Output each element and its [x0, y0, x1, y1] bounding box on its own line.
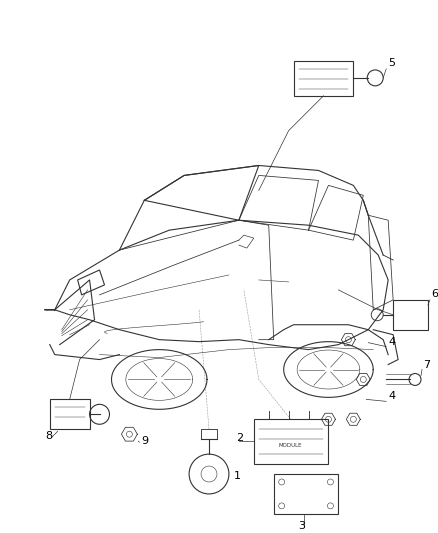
- Text: 1: 1: [234, 471, 241, 481]
- Text: 3: 3: [299, 521, 306, 531]
- Text: 9: 9: [141, 436, 148, 446]
- Text: 4: 4: [388, 391, 396, 401]
- Bar: [393, 300, 428, 330]
- Text: 7: 7: [423, 360, 430, 369]
- Text: 2: 2: [236, 433, 243, 443]
- Text: 8: 8: [45, 431, 52, 441]
- Bar: [50, 399, 90, 429]
- Text: 6: 6: [431, 289, 438, 299]
- Text: MODULE: MODULE: [279, 443, 302, 448]
- Text: 5: 5: [388, 58, 395, 68]
- Text: 4: 4: [388, 337, 396, 346]
- Bar: [293, 61, 353, 96]
- Bar: [274, 474, 339, 514]
- Bar: [254, 419, 328, 464]
